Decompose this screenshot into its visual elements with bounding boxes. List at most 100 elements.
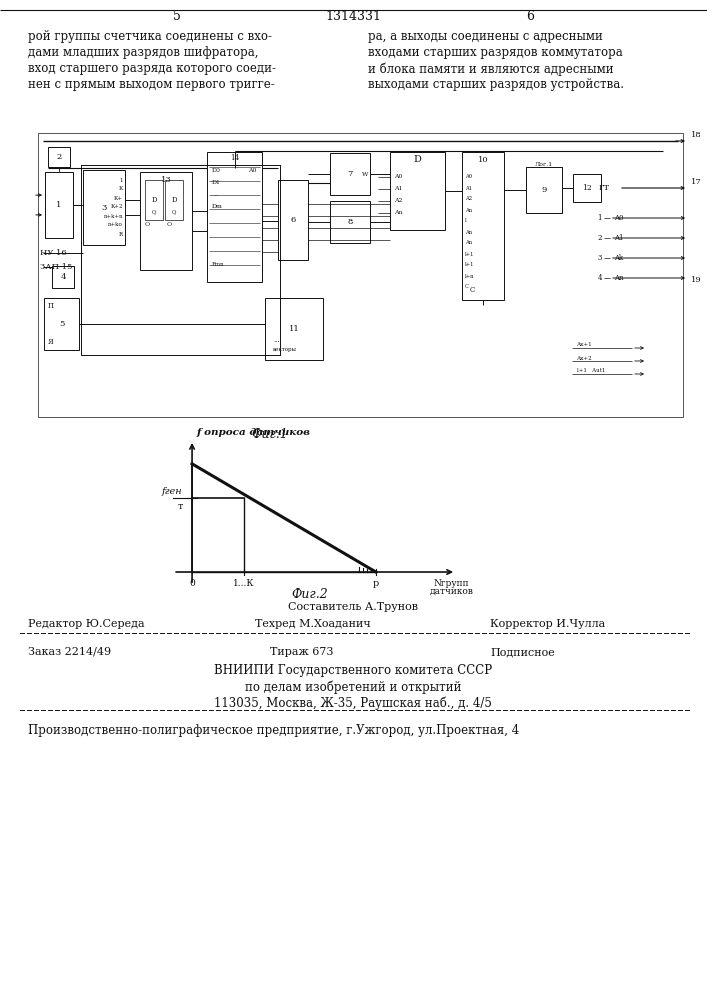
Text: 4: 4 [597, 274, 602, 282]
Text: 3: 3 [101, 204, 107, 212]
Text: An: An [465, 230, 472, 234]
Text: 4: 4 [60, 273, 66, 281]
Bar [81, 165, 280, 355]
Text: l+1: l+1 [465, 251, 474, 256]
Text: A1: A1 [614, 234, 624, 242]
Text: 1...К: 1...К [233, 579, 255, 588]
Text: К+2: К+2 [110, 205, 123, 210]
Text: l+1   Aut1: l+1 Aut1 [577, 368, 605, 373]
Text: вход старшего разряда которого соеди-: вход старшего разряда которого соеди- [28, 62, 276, 75]
Text: векторы: векторы [273, 348, 297, 353]
Text: ра, а выходы соединены с адресными: ра, а выходы соединены с адресными [368, 30, 603, 43]
Text: A2: A2 [465, 196, 472, 202]
Text: Техред М.Хоаданич: Техред М.Хоаданич [255, 619, 370, 629]
Text: ГТ: ГТ [598, 184, 609, 192]
Text: ...: ... [212, 192, 218, 196]
Text: 5: 5 [173, 9, 181, 22]
Bar [207, 152, 262, 282]
Text: O: O [167, 223, 172, 228]
Text: 12: 12 [582, 184, 592, 192]
Text: Производственно-полиграфическое предприятие, г.Ужгород, ул.Проектная, 4: Производственно-полиграфическое предприя… [28, 724, 519, 737]
Text: Dm: Dm [212, 204, 223, 209]
Text: 113035, Москва, Ж-35, Раушская наб., д. 4/5: 113035, Москва, Ж-35, Раушская наб., д. … [214, 696, 492, 710]
Text: датчиков: датчиков [429, 587, 473, 596]
Text: 11: 11 [288, 325, 299, 333]
Text: 9: 9 [542, 186, 547, 194]
Text: D: D [151, 196, 157, 204]
Bar [48, 147, 70, 167]
Text: A1: A1 [465, 186, 472, 190]
Text: A0: A0 [248, 167, 257, 172]
Text: входами старших разрядов коммутатора: входами старших разрядов коммутатора [368, 46, 623, 59]
Text: Q: Q [172, 210, 176, 215]
Text: Подписное: Подписное [490, 647, 555, 657]
Text: l+1: l+1 [465, 262, 474, 267]
Text: Составитель А.Трунов: Составитель А.Трунов [288, 602, 418, 612]
Text: 2: 2 [597, 234, 602, 242]
Text: C: C [465, 284, 469, 290]
Bar [44, 298, 79, 350]
Text: и блока памяти и являются адресными: и блока памяти и являются адресными [368, 62, 614, 76]
Text: A0: A0 [394, 174, 402, 180]
Bar [330, 201, 370, 243]
Bar [165, 180, 183, 220]
Text: A2: A2 [394, 198, 402, 204]
Text: нен с прямым выходом первого тригге-: нен с прямым выходом первого тригге- [28, 78, 275, 91]
Text: 1314331: 1314331 [325, 9, 381, 22]
Bar [52, 266, 74, 288]
Text: l+n: l+n [465, 273, 474, 278]
Bar [38, 133, 683, 417]
Text: Заказ 2214/49: Заказ 2214/49 [28, 647, 111, 657]
Bar [573, 174, 601, 202]
Text: рой группы счетчика соединены с вхо-: рой группы счетчика соединены с вхо- [28, 30, 272, 43]
Bar [330, 153, 370, 195]
Text: D1: D1 [212, 180, 221, 184]
Text: Ак+2: Ак+2 [577, 356, 592, 360]
Text: An: An [614, 274, 624, 282]
Text: W: W [361, 172, 368, 176]
Bar [278, 180, 308, 260]
Text: D: D [171, 196, 177, 204]
Text: 3: 3 [597, 254, 602, 262]
Text: 6: 6 [526, 9, 534, 22]
Text: D: D [414, 155, 421, 164]
Text: 5: 5 [59, 320, 64, 328]
Text: Фиг.1: Фиг.1 [252, 428, 288, 441]
Text: R: R [119, 232, 123, 236]
Text: Корректор И.Чулла: Корректор И.Чулла [490, 619, 605, 629]
Text: Я: Я [48, 338, 54, 346]
Text: Ak: Ak [614, 254, 623, 262]
Text: Nгрупп: Nгрупп [433, 579, 469, 588]
Text: O: O [145, 223, 150, 228]
Text: n+k+n: n+k+n [103, 214, 123, 219]
Bar [140, 172, 192, 270]
Text: C: C [469, 286, 474, 294]
Text: 1: 1 [57, 201, 62, 209]
Text: Лог.1: Лог.1 [535, 161, 553, 166]
Text: An: An [394, 211, 402, 216]
Text: Редактор Ю.Середа: Редактор Ю.Середа [28, 619, 145, 629]
Text: р: р [373, 579, 379, 588]
Text: A0: A0 [614, 214, 624, 222]
Text: ...: ... [273, 336, 280, 344]
Text: D0: D0 [212, 167, 221, 172]
Text: Фиг.2: Фиг.2 [291, 588, 328, 601]
Text: 13: 13 [160, 176, 171, 184]
Bar [83, 170, 125, 245]
Bar [45, 172, 73, 238]
Text: f опроса датчиков: f опроса датчиков [197, 428, 311, 437]
Bar [390, 152, 445, 230]
Text: 1: 1 [597, 214, 602, 222]
Text: fген: fген [162, 487, 182, 496]
Text: 7: 7 [347, 170, 353, 178]
Text: т: т [177, 502, 182, 511]
Text: 10: 10 [478, 156, 489, 164]
Text: К+: К+ [114, 196, 123, 200]
Text: 2: 2 [57, 153, 62, 161]
Text: An: An [465, 240, 472, 245]
Text: 1: 1 [119, 178, 123, 182]
Text: 19: 19 [691, 276, 702, 284]
Text: К: К [119, 186, 123, 192]
Text: 0: 0 [189, 579, 195, 588]
Text: Тираж 673: Тираж 673 [270, 647, 334, 657]
